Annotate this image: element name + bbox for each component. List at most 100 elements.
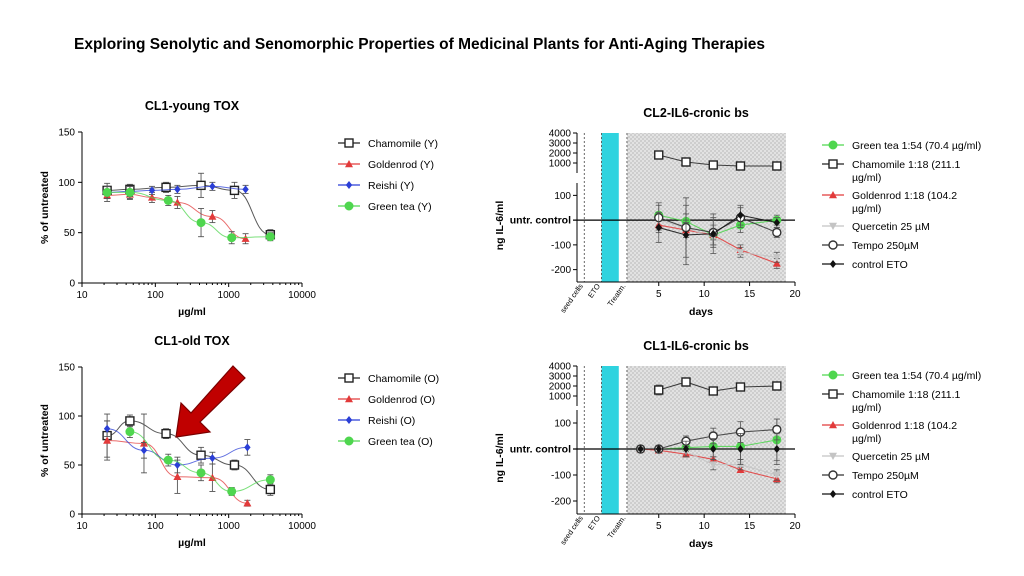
fit-curve-3 — [129, 431, 271, 492]
data-point-3-2 — [163, 195, 173, 205]
legend-marker-5 — [829, 260, 837, 268]
x-tick-label: 100 — [147, 290, 164, 301]
legend-marker-5 — [829, 490, 837, 498]
slide-title: Exploring Senolytic and Senomorphic Prop… — [74, 36, 765, 53]
data-point-4-5 — [772, 424, 782, 435]
data-point-3-0 — [125, 427, 135, 437]
legend-label-0: Green tea 1:54 (70.4 µg/ml) — [852, 370, 981, 382]
y-tick-label: 50 — [64, 228, 76, 239]
y-tick-label: 2000 — [549, 382, 572, 393]
data-point-2-5 — [242, 185, 249, 194]
x-axis-label: µg/ml — [178, 537, 206, 549]
x-tick-label: 10000 — [288, 290, 316, 301]
y-tick-label: -200 — [551, 497, 571, 508]
legend-marker-1 — [828, 389, 838, 399]
data-point-1-4 — [208, 212, 217, 220]
y-tick-label: 4000 — [549, 362, 572, 373]
data-point-2-1 — [140, 446, 148, 455]
legend-marker-2 — [345, 181, 353, 189]
data-point-1-4 — [772, 381, 782, 391]
legend-label-0: Green tea 1:54 (70.4 µg/ml) — [852, 140, 981, 152]
data-point-1-3 — [735, 161, 746, 171]
legend-label-5: control ETO — [852, 259, 908, 271]
data-point-1-5 — [241, 234, 250, 242]
data-point-3-3 — [196, 218, 206, 228]
legend-label-4: Tempo 250µM — [852, 240, 919, 252]
data-point-0-3 — [196, 180, 206, 191]
data-point-1-0 — [103, 436, 112, 444]
legend-marker-0 — [828, 370, 838, 380]
data-point-3-3 — [709, 461, 718, 469]
data-point-0-3 — [196, 450, 206, 460]
data-point-0-4 — [229, 460, 240, 470]
y-tick-label: 3000 — [549, 139, 572, 150]
y-tick-label: 100 — [554, 191, 571, 202]
legend-marker-3 — [829, 452, 837, 460]
legend-marker-2 — [345, 416, 353, 424]
data-point-1-1 — [681, 157, 691, 167]
x-axis-label: days — [689, 306, 713, 318]
y-tick-label: 150 — [58, 128, 75, 139]
data-point-5-1 — [682, 230, 690, 239]
data-point-0-5 — [265, 484, 276, 495]
chart-cl1-old-tox: CL1-old TOX 0 50 100 150 10 100 1000 10000 µg/ml%… — [39, 334, 439, 549]
y-tick-label: 50 — [64, 461, 76, 472]
chart-title: CL1-young TOX — [145, 99, 240, 113]
eto-band — [601, 133, 619, 282]
y-axis-label: ng IL-6/ml — [494, 433, 506, 483]
data-point-3-4 — [227, 233, 237, 243]
data-point-5-5 — [773, 445, 781, 453]
legend-label-3: Quercetin 25 µM — [852, 451, 930, 463]
data-point-1-4 — [243, 499, 252, 507]
data-point-2-3 — [209, 454, 216, 463]
legend-label-3: Green tea (Y) — [368, 201, 432, 213]
y-tick-label: 0 — [69, 510, 75, 521]
data-point-1-0 — [654, 150, 664, 160]
x-tick-label: 15 — [744, 289, 756, 300]
x-axis-label: µg/ml — [178, 306, 206, 318]
period-label: seed cells — [558, 282, 585, 315]
data-point-1-2 — [708, 160, 718, 170]
y-tick-label: 4000 — [549, 129, 572, 140]
y-axis-label: % of untreated — [39, 171, 51, 244]
legend-marker-3 — [344, 201, 354, 211]
legend-marker-2 — [829, 421, 837, 429]
data-point-1-0 — [654, 385, 664, 395]
x-tick-label: 20 — [789, 521, 801, 532]
data-point-2-4 — [244, 443, 251, 452]
legend-marker-0 — [828, 140, 838, 150]
zero-label: untr. control — [510, 215, 571, 227]
x-tick-label: 10 — [76, 290, 88, 301]
x-tick-label: 5 — [656, 521, 662, 532]
data-point-5-3 — [737, 211, 744, 220]
data-point-3-1 — [163, 455, 173, 465]
legend-marker-4 — [828, 470, 838, 480]
period-label: Treatm. — [606, 514, 628, 540]
x-tick-label: 20 — [789, 289, 801, 300]
data-point-4-4 — [772, 227, 782, 238]
x-tick-label: 5 — [656, 289, 662, 300]
y-tick-label: -100 — [551, 471, 571, 482]
data-point-3-5 — [265, 232, 275, 242]
red-arrow-icon — [175, 365, 246, 438]
legend-label-5: control ETO — [852, 489, 908, 501]
y-tick-label: 3000 — [549, 372, 572, 383]
x-tick-label: 10 — [76, 521, 88, 532]
legend-label-2: Reishi (Y) — [368, 180, 414, 192]
legend-label-0: Chamomile (Y) — [368, 138, 438, 150]
legend-label-1: Chamomile 1:18 (211.1 µg/ml) — [852, 389, 961, 414]
legend-label-2: Reishi (O) — [368, 415, 415, 427]
legend-label-4: Tempo 250µM — [852, 470, 919, 482]
y-tick-label: 100 — [554, 419, 571, 430]
x-tick-label: 1000 — [218, 521, 241, 532]
data-point-5-2 — [682, 445, 690, 453]
chart-title: CL1-IL6-cronic bs — [643, 339, 749, 353]
x-tick-label: 10 — [699, 289, 711, 300]
data-point-5-4 — [773, 218, 781, 227]
legend-label-3: Green tea (O) — [368, 436, 433, 448]
data-point-5-3 — [710, 445, 717, 453]
x-tick-label: 100 — [147, 521, 164, 532]
data-point-0-1 — [125, 416, 135, 426]
data-point-2-4 — [772, 259, 781, 267]
